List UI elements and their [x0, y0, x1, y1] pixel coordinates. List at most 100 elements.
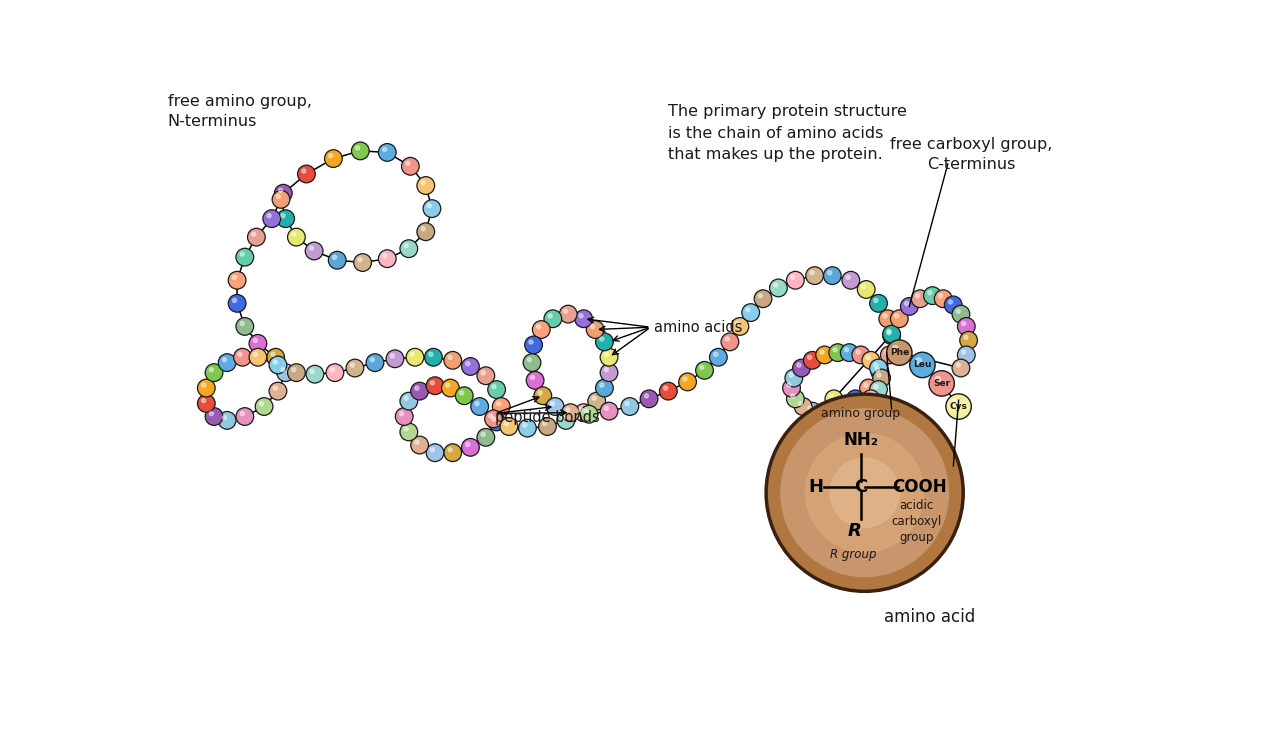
- Circle shape: [562, 404, 580, 422]
- Circle shape: [485, 410, 503, 428]
- Circle shape: [831, 458, 899, 527]
- Circle shape: [599, 383, 604, 387]
- Circle shape: [386, 350, 404, 368]
- Circle shape: [730, 318, 748, 336]
- Circle shape: [466, 443, 469, 446]
- Circle shape: [912, 290, 928, 307]
- Text: R group: R group: [829, 548, 876, 561]
- Circle shape: [410, 436, 428, 454]
- Circle shape: [935, 290, 952, 307]
- Circle shape: [601, 348, 617, 366]
- Circle shape: [851, 346, 869, 364]
- Circle shape: [895, 314, 899, 318]
- Circle shape: [302, 169, 306, 173]
- Circle shape: [826, 390, 842, 408]
- Circle shape: [500, 417, 518, 435]
- Circle shape: [829, 394, 833, 398]
- Circle shape: [841, 344, 858, 362]
- Circle shape: [859, 379, 877, 397]
- Text: Cys: Cys: [949, 402, 967, 411]
- Circle shape: [240, 321, 244, 326]
- Circle shape: [575, 404, 593, 422]
- Text: amino acid: amino acid: [885, 609, 976, 626]
- Circle shape: [210, 411, 213, 416]
- Text: amino group: amino group: [822, 407, 900, 420]
- Circle shape: [557, 411, 575, 429]
- Circle shape: [547, 397, 565, 415]
- Circle shape: [909, 352, 935, 378]
- Circle shape: [306, 365, 324, 383]
- Circle shape: [421, 181, 426, 185]
- Circle shape: [266, 348, 284, 366]
- Circle shape: [790, 373, 793, 377]
- Circle shape: [561, 415, 566, 420]
- Circle shape: [404, 427, 408, 431]
- Circle shape: [202, 399, 206, 403]
- Circle shape: [838, 402, 842, 405]
- Circle shape: [405, 161, 410, 165]
- Circle shape: [604, 352, 608, 356]
- Circle shape: [280, 368, 285, 372]
- Circle shape: [754, 290, 772, 307]
- Circle shape: [833, 396, 850, 414]
- Circle shape: [446, 383, 450, 387]
- Circle shape: [806, 267, 823, 284]
- Circle shape: [828, 406, 832, 410]
- Circle shape: [493, 385, 496, 388]
- Text: amino acids: amino acids: [655, 320, 743, 335]
- Circle shape: [274, 185, 292, 202]
- Circle shape: [714, 352, 718, 356]
- Circle shape: [406, 348, 424, 366]
- Circle shape: [310, 246, 314, 250]
- Circle shape: [804, 351, 822, 369]
- Circle shape: [247, 228, 265, 246]
- Text: R: R: [847, 522, 862, 540]
- Circle shape: [846, 275, 850, 279]
- Circle shape: [595, 379, 613, 397]
- Text: Leu: Leu: [913, 360, 931, 370]
- Circle shape: [808, 356, 811, 359]
- Circle shape: [202, 383, 206, 387]
- Circle shape: [269, 356, 287, 373]
- Circle shape: [799, 402, 802, 405]
- Text: peptide bonds: peptide bonds: [495, 410, 599, 425]
- Circle shape: [382, 254, 387, 257]
- Circle shape: [742, 304, 760, 321]
- Circle shape: [795, 397, 811, 415]
- Circle shape: [928, 371, 954, 396]
- Circle shape: [444, 444, 462, 461]
- Circle shape: [781, 409, 949, 577]
- Circle shape: [579, 314, 583, 318]
- Circle shape: [881, 346, 898, 364]
- Text: free carboxyl group,
C-terminus: free carboxyl group, C-terminus: [890, 137, 1052, 172]
- Circle shape: [890, 310, 908, 327]
- Circle shape: [595, 333, 613, 350]
- Circle shape: [590, 324, 594, 329]
- Circle shape: [276, 364, 294, 382]
- Circle shape: [892, 345, 899, 351]
- Circle shape: [273, 360, 278, 364]
- Circle shape: [431, 381, 435, 385]
- Circle shape: [523, 354, 541, 371]
- Circle shape: [787, 272, 804, 289]
- Circle shape: [240, 252, 244, 256]
- Circle shape: [952, 359, 970, 377]
- Circle shape: [493, 417, 496, 421]
- Circle shape: [481, 371, 485, 375]
- Circle shape: [255, 397, 273, 415]
- Circle shape: [292, 368, 296, 372]
- Circle shape: [395, 408, 413, 426]
- Circle shape: [791, 275, 795, 279]
- Circle shape: [222, 358, 226, 362]
- Circle shape: [459, 391, 464, 395]
- Circle shape: [518, 419, 536, 437]
- Circle shape: [833, 347, 837, 352]
- Circle shape: [404, 244, 408, 248]
- Circle shape: [253, 339, 257, 342]
- Circle shape: [305, 242, 323, 260]
- Circle shape: [462, 438, 480, 456]
- Text: COOH: COOH: [892, 478, 946, 496]
- Circle shape: [276, 194, 280, 199]
- Circle shape: [525, 336, 543, 354]
- Circle shape: [327, 364, 343, 382]
